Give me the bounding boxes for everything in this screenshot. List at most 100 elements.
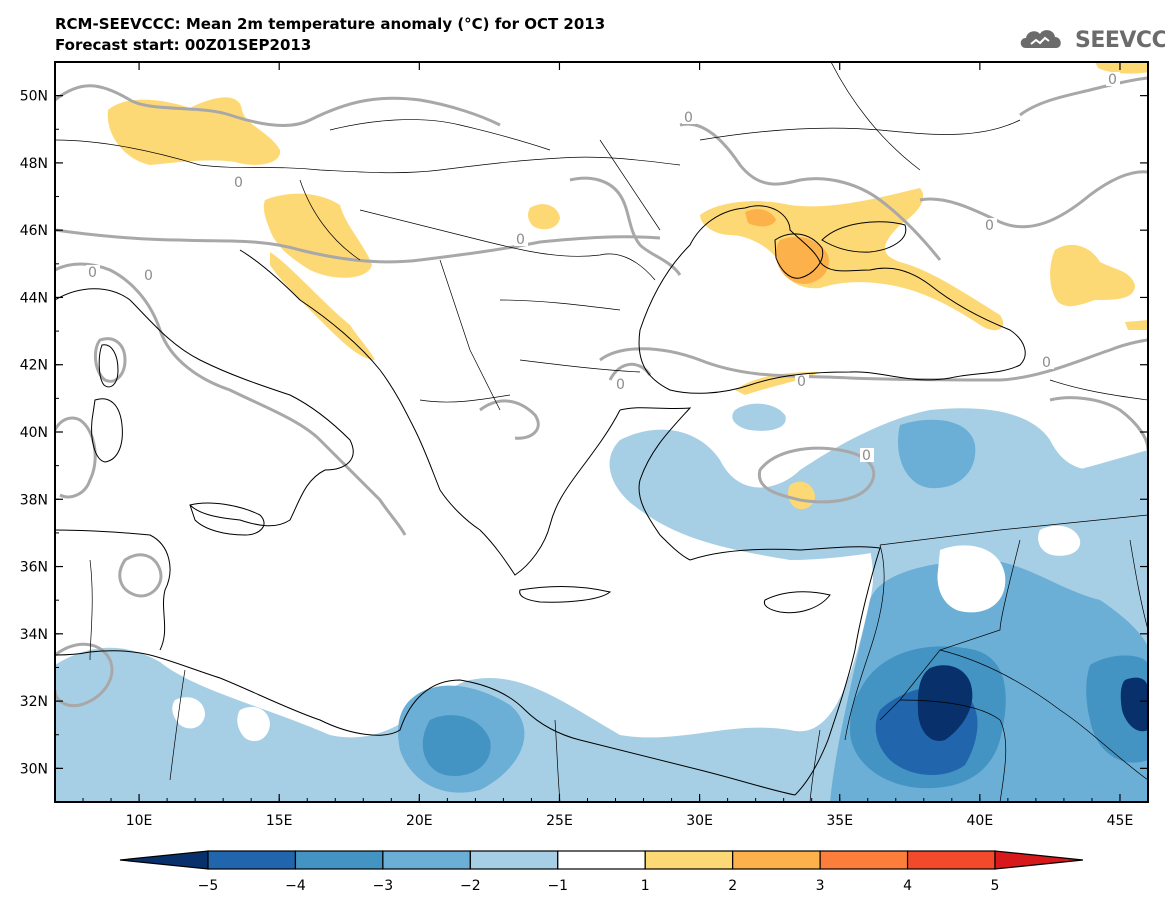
contour-label-text: 0 0 0 0 0 0 0 0 0 0 0 — [88, 72, 1117, 464]
lat-tick-label: 30N — [20, 761, 48, 777]
anomaly-area-minus3-libya — [422, 715, 491, 776]
zero-contours — [55, 76, 1148, 708]
lat-tick-label: 40N — [20, 425, 48, 441]
map-title: RCM-SEEVCCC: Mean 2m temperature anomaly… — [55, 15, 606, 33]
crimea-coast — [774, 233, 824, 279]
contour-label: 0 — [985, 218, 994, 234]
colorbar-swatch — [469, 850, 559, 870]
lat-tick-label: 44N — [20, 290, 48, 306]
anomaly-area-plus1-corner — [1095, 62, 1148, 74]
country-borders — [55, 62, 1148, 802]
anomaly-area-plus1-romania — [528, 204, 560, 230]
colorbar-label: 3 — [816, 878, 825, 894]
colorbar-swatch — [207, 850, 297, 870]
contour-label: 0 — [1108, 72, 1117, 88]
anomaly-area-plus2-crimea — [775, 236, 829, 284]
contour-label: 0 — [144, 268, 153, 284]
crete-coast — [519, 586, 612, 603]
colorbar-extend-high — [994, 850, 1084, 870]
lat-tick-label: 48N — [20, 156, 48, 172]
anomaly-area-plus1-crimea — [700, 188, 1004, 331]
greece-coast — [439, 409, 621, 576]
lon-tick-label: 25E — [546, 813, 573, 829]
forecast-start-label: Forecast start: 00Z01SEP2013 — [55, 36, 312, 54]
lon-tick-label: 45E — [1107, 813, 1134, 829]
colorbar-label: 1 — [641, 878, 650, 894]
colorbar-swatch — [906, 850, 996, 870]
black-sea-coast — [638, 205, 1026, 394]
anomaly-area-plus1-croatia — [263, 193, 372, 278]
africa-coast — [55, 650, 796, 796]
lon-tick-label: 35E — [826, 813, 853, 829]
coastlines — [55, 205, 1026, 796]
lon-tick-label: 15E — [266, 813, 293, 829]
contour-label: 0 — [516, 232, 525, 248]
lon-tick-label: 10E — [126, 813, 153, 829]
cyprus-coast — [763, 591, 831, 614]
contour-label: 0 — [1042, 355, 1051, 371]
colorbar-extend-low — [119, 850, 209, 870]
colorbar-label: −4 — [285, 878, 306, 894]
colorbar-swatch — [732, 850, 821, 870]
lat-tick-label: 50N — [20, 89, 48, 105]
tunisia-coast — [55, 529, 171, 651]
colorbar-label: −2 — [460, 878, 481, 894]
lat-tick-label: 42N — [20, 358, 48, 374]
corsica-coast — [98, 344, 119, 388]
azov-coast — [821, 221, 907, 253]
colorbar-label: 2 — [728, 878, 737, 894]
anomaly-area-plus1-alps — [107, 97, 281, 165]
contour-label: 0 — [862, 448, 871, 464]
anomaly-hole — [937, 545, 1006, 613]
anomaly-area-minus1-anatolia — [609, 408, 1148, 560]
logo-text: SEEVCCC — [1075, 28, 1165, 53]
colorbar: −5 −4 −3 −2 −1 1 2 3 4 5 — [119, 850, 1084, 894]
latitude-axis: 50N 48N 46N 44N 42N 40N 38N 36N 34N 32N 30N — [20, 61, 1148, 803]
colorbar-swatch — [294, 850, 384, 870]
contour-labels — [86, 72, 1120, 462]
anomaly-area-plus1-caspian — [1125, 320, 1148, 330]
adriatic-east-coast — [239, 249, 441, 491]
contour-label: 0 — [234, 175, 243, 191]
contour-label: 0 — [797, 374, 806, 390]
contour-label: 0 — [616, 377, 625, 393]
anomaly-hole-syria — [1038, 525, 1081, 556]
colorbar-swatch — [382, 850, 471, 870]
anomaly-area-plus1-dalmatia — [270, 252, 375, 360]
anomaly-area-plus1-russia — [1050, 244, 1135, 307]
levant-coast — [794, 649, 856, 796]
contour-label: 0 — [88, 265, 97, 281]
italy-coast — [55, 288, 354, 527]
colorbar-swatch — [644, 850, 734, 870]
anomaly-area-minus5 — [917, 665, 973, 741]
colorbar-label: −1 — [547, 878, 568, 894]
cloud-icon — [1020, 30, 1061, 48]
contour-label: 0 — [684, 110, 693, 126]
lat-tick-label: 32N — [20, 694, 48, 710]
colorbar-swatch — [557, 850, 646, 870]
colorbar-label: −3 — [373, 878, 394, 894]
anatolia-west-coast — [619, 407, 692, 561]
colorbar-label: 4 — [903, 878, 912, 894]
lat-tick-label: 46N — [20, 223, 48, 239]
colorbar-label: −5 — [198, 878, 219, 894]
anomaly-area-plus2-azov — [745, 209, 776, 227]
lon-tick-label: 40E — [967, 813, 994, 829]
sardinia-coast — [91, 398, 123, 463]
colorbar-label: 5 — [991, 878, 1000, 894]
lat-tick-label: 34N — [20, 627, 48, 643]
anomaly-area-minus1-aegean-east — [732, 403, 786, 431]
anomaly-hole-west — [172, 697, 205, 729]
lat-tick-label: 38N — [20, 492, 48, 508]
longitude-axis: 10E 15E 20E 25E 30E 35E 40E 45E — [54, 62, 1149, 829]
sicily-coast — [189, 502, 265, 536]
anatolia-south-coast — [689, 546, 881, 651]
lon-tick-label: 30E — [686, 813, 713, 829]
anomaly-hole-libya — [237, 706, 270, 742]
colorbar-swatch — [819, 850, 909, 870]
anomaly-area-minus2-turkey — [898, 419, 976, 489]
anomaly-area-minus5-east — [1120, 677, 1148, 732]
lat-tick-label: 36N — [20, 560, 48, 576]
anomaly-shading: 0 0 0 0 0 0 0 0 0 0 0 — [55, 62, 1148, 802]
